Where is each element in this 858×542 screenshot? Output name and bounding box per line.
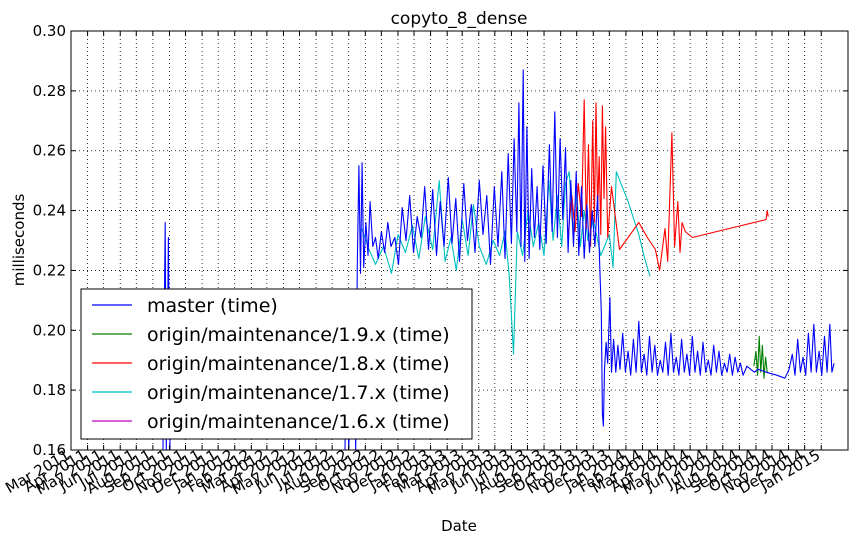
y-tick-label: 0.24 <box>33 202 66 220</box>
series-line <box>753 335 768 379</box>
legend-label: origin/maintenance/1.6.x (time) <box>147 411 450 433</box>
legend: master (time) origin/maintenance/1.9.x (t… <box>80 288 473 440</box>
y-tick-label: 0.16 <box>33 441 66 459</box>
y-tick-label: 0.18 <box>33 381 66 399</box>
y-tick-label: 0.20 <box>33 321 66 339</box>
series-lines <box>162 69 835 451</box>
y-tick-label: 0.26 <box>33 142 66 160</box>
series-line <box>162 69 835 451</box>
plot-frame <box>70 30 849 451</box>
series-line <box>567 99 769 271</box>
y-tick-label: 0.30 <box>33 22 66 40</box>
legend-box <box>80 288 473 440</box>
x-axis-label: Date <box>441 517 477 535</box>
y-tick-label: 0.22 <box>33 261 66 279</box>
chart-title: copyto_8_dense <box>391 9 528 29</box>
y-tick-label: 0.28 <box>33 82 66 100</box>
legend-label: master (time) <box>147 295 278 317</box>
legend-label: origin/maintenance/1.9.x (time) <box>147 324 450 346</box>
legend-label: origin/maintenance/1.7.x (time) <box>147 382 450 404</box>
legend-label: origin/maintenance/1.8.x (time) <box>147 353 450 375</box>
y-axis-label: milliseconds <box>10 194 28 287</box>
